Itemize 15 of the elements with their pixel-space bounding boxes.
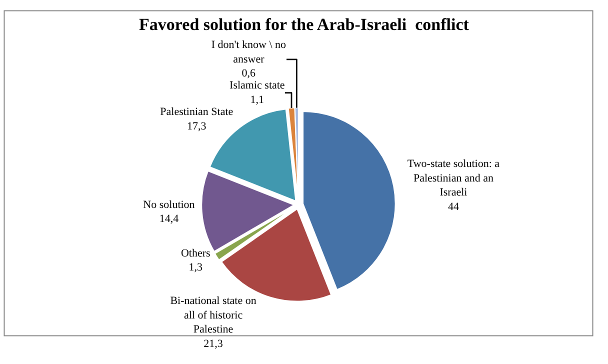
data-label: 17,3	[187, 120, 207, 132]
data-label: 1,3	[188, 262, 203, 274]
slice-label: Two-state solution: a Palestinian and an Israeli	[407, 158, 500, 199]
data-label: 44	[448, 200, 460, 213]
data-label: 0,6	[242, 68, 256, 80]
slice-label: Palestinian State	[160, 106, 234, 118]
data-label: 1,1	[250, 94, 264, 106]
slice-label: I don't know \ no answer	[211, 39, 287, 66]
slice-label: No solution	[143, 198, 196, 211]
chart-title: Favored solution for the Arab-Israeli conflict	[139, 15, 470, 34]
slice-label: Islamic state	[230, 80, 285, 92]
slice-label: Others	[180, 247, 210, 260]
data-label: 21,3	[204, 338, 224, 350]
slice-label: Bi-national state on all of historic Palestine	[170, 295, 257, 336]
data-label: 14,4	[159, 213, 180, 226]
